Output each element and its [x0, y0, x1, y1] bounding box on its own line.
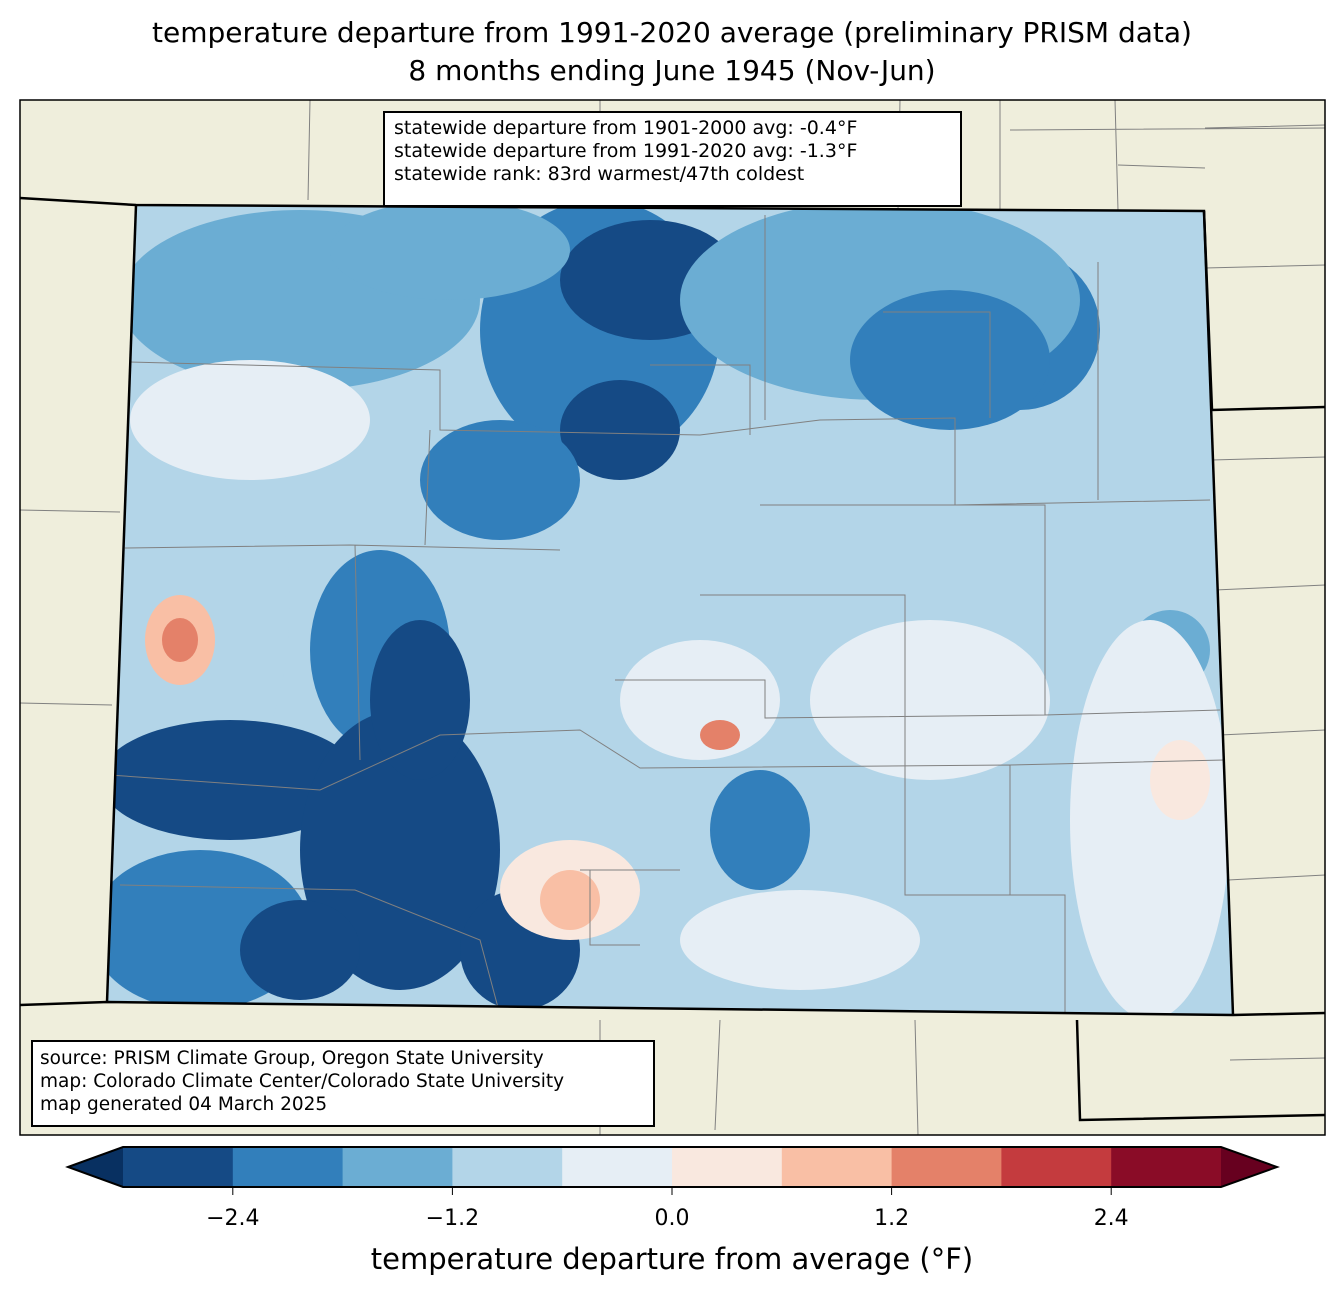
colorbar-outline — [65, 1146, 1280, 1188]
contour-region — [1150, 740, 1210, 820]
contour-region — [330, 205, 570, 300]
generated-date: map generated 04 March 2025 — [40, 1094, 328, 1115]
colorbar-tick-label: 2.4 — [1093, 1206, 1129, 1231]
colorbar-bin — [672, 1147, 783, 1187]
contour-region — [710, 770, 810, 890]
colorbar-bin — [1111, 1147, 1222, 1187]
colorbar-bin — [452, 1147, 563, 1187]
colorbar-bin — [891, 1147, 1002, 1187]
stat-rank: statewide rank: 83rd warmest/47th coldes… — [394, 163, 805, 185]
colorbar-bin — [342, 1147, 453, 1187]
contour-region — [110, 400, 290, 800]
contour-region — [420, 420, 580, 540]
map-frame — [19, 99, 1326, 1136]
colorbar-bin — [562, 1147, 673, 1187]
contour-region — [240, 900, 360, 1000]
contour-region — [700, 720, 740, 750]
map-title: temperature departure from 1991-2020 ave… — [152, 16, 1192, 49]
source-box: source: PRISM Climate Group, Oregon Stat… — [31, 1040, 655, 1127]
colorbar — [65, 1146, 1280, 1195]
statewide-stats-box: statewide departure from 1901-2000 avg: … — [383, 111, 962, 207]
contour-region — [810, 620, 1050, 780]
colorbar-bin — [1001, 1147, 1112, 1187]
colorbar-under-arrow — [68, 1147, 123, 1187]
contour-region — [850, 290, 1050, 430]
contour-region — [162, 618, 198, 662]
state-borders — [19, 196, 1326, 1122]
colorbar-tick-label: −2.4 — [206, 1206, 260, 1231]
contour-region — [560, 380, 680, 480]
contour-region — [130, 360, 370, 480]
contour-region — [620, 640, 780, 760]
contour-region — [370, 620, 470, 780]
source-credit: source: PRISM Climate Group, Oregon Stat… — [40, 1048, 544, 1069]
map-credit: map: Colorado Climate Center/Colorado St… — [40, 1071, 565, 1092]
contour-region — [540, 870, 600, 930]
colorbar-over-arrow — [1221, 1147, 1277, 1187]
map-subtitle: 8 months ending June 1945 (Nov-Jun) — [408, 54, 936, 87]
contour-region — [107, 720, 360, 840]
colorbar-bin — [232, 1147, 344, 1187]
stat-departure-1901-2000: statewide departure from 1901-2000 avg: … — [394, 117, 858, 139]
colorbar-bin — [781, 1147, 893, 1187]
colorbar-tick-label: 0.0 — [654, 1206, 690, 1231]
colorbar-tick-label: 1.2 — [874, 1206, 910, 1231]
contour-region — [300, 710, 500, 990]
colorbar-label: temperature departure from average (°F) — [370, 1242, 974, 1276]
contour-region — [1070, 620, 1230, 1015]
colorbar-bin — [123, 1147, 234, 1187]
colorbar-tick-label: −1.2 — [425, 1206, 480, 1231]
county-lines — [109, 215, 1226, 1015]
stat-departure-1991-2020: statewide departure from 1991-2020 avg: … — [394, 140, 858, 162]
contour-region — [680, 890, 920, 990]
